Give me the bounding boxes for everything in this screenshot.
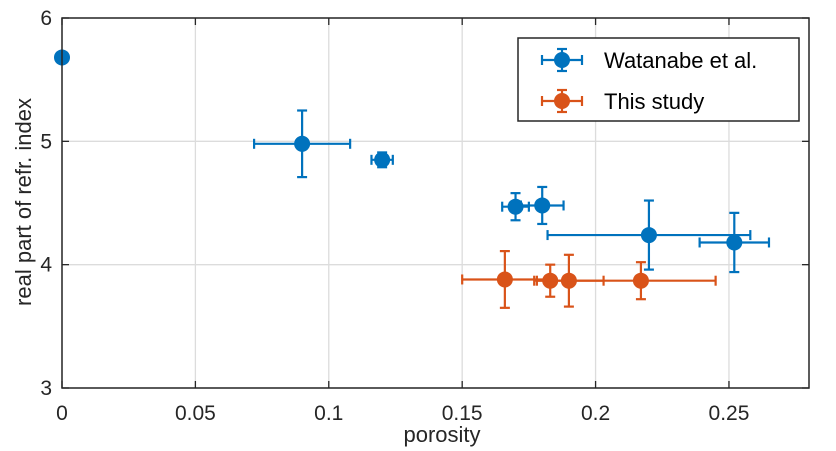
- ticks: [61, 17, 809, 389]
- legend-label: Watanabe et al.: [604, 48, 757, 73]
- series-this-study: [461, 250, 717, 309]
- data-point: [507, 198, 524, 215]
- tick-labels: 0 0.05 0.1 0.15 0.2 0.25 3 4 5 6: [40, 7, 749, 425]
- legend-label: This study: [604, 89, 704, 114]
- x-tick-label: 0.2: [581, 402, 610, 425]
- y-axis-title: real part of refr. index: [11, 98, 36, 306]
- data-point: [374, 151, 391, 168]
- x-tick-label: 0.05: [175, 402, 216, 425]
- legend-marker: [554, 93, 570, 109]
- data-point: [632, 272, 649, 289]
- legend: Watanabe et al. This study: [517, 37, 800, 122]
- y-tick-label: 5: [40, 130, 52, 153]
- x-axis-title: porosity: [403, 422, 480, 447]
- y-tick-label: 3: [40, 377, 52, 400]
- data-point: [726, 234, 743, 251]
- data-point: [534, 197, 551, 214]
- x-tick-label: 0.25: [709, 402, 750, 425]
- data-point: [294, 135, 311, 152]
- data-point: [640, 227, 657, 244]
- plot-frame: [61, 17, 810, 389]
- legend-items: Watanabe et al. This study: [540, 47, 757, 114]
- y-tick-label: 6: [40, 7, 52, 30]
- x-tick-label: 0.1: [314, 402, 343, 425]
- y-tick-label: 4: [40, 254, 52, 277]
- x-tick-label: 0.15: [442, 402, 483, 425]
- legend-marker: [554, 52, 570, 68]
- x-tick-label: 0: [56, 402, 68, 425]
- data-point: [496, 271, 513, 288]
